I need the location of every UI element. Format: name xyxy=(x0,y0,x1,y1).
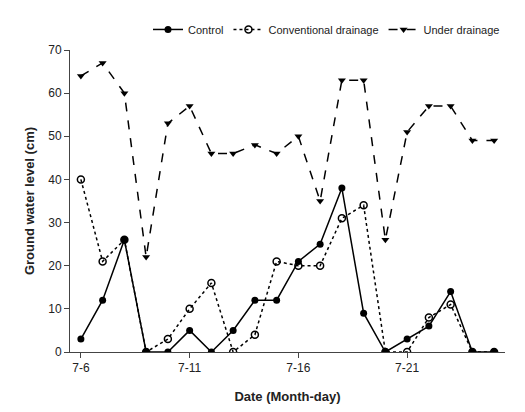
svg-text:0: 0 xyxy=(55,345,62,359)
svg-text:7-6: 7-6 xyxy=(72,361,90,375)
svg-text:7-16: 7-16 xyxy=(286,361,310,375)
svg-text:Date (Month-day): Date (Month-day) xyxy=(234,389,340,404)
svg-text:7-11: 7-11 xyxy=(178,361,201,375)
svg-text:Ground water level (cm): Ground water level (cm) xyxy=(22,127,37,275)
svg-text:Control: Control xyxy=(188,24,223,36)
svg-text:Under drainage: Under drainage xyxy=(424,24,500,36)
svg-text:50: 50 xyxy=(48,129,62,143)
svg-text:7-21: 7-21 xyxy=(395,361,419,375)
svg-text:20: 20 xyxy=(48,259,62,273)
svg-text:70: 70 xyxy=(48,43,62,57)
svg-text:Conventional drainage: Conventional drainage xyxy=(268,24,378,36)
svg-text:40: 40 xyxy=(48,173,62,187)
svg-text:60: 60 xyxy=(48,86,62,100)
svg-text:30: 30 xyxy=(48,216,62,230)
svg-text:10: 10 xyxy=(48,302,62,316)
